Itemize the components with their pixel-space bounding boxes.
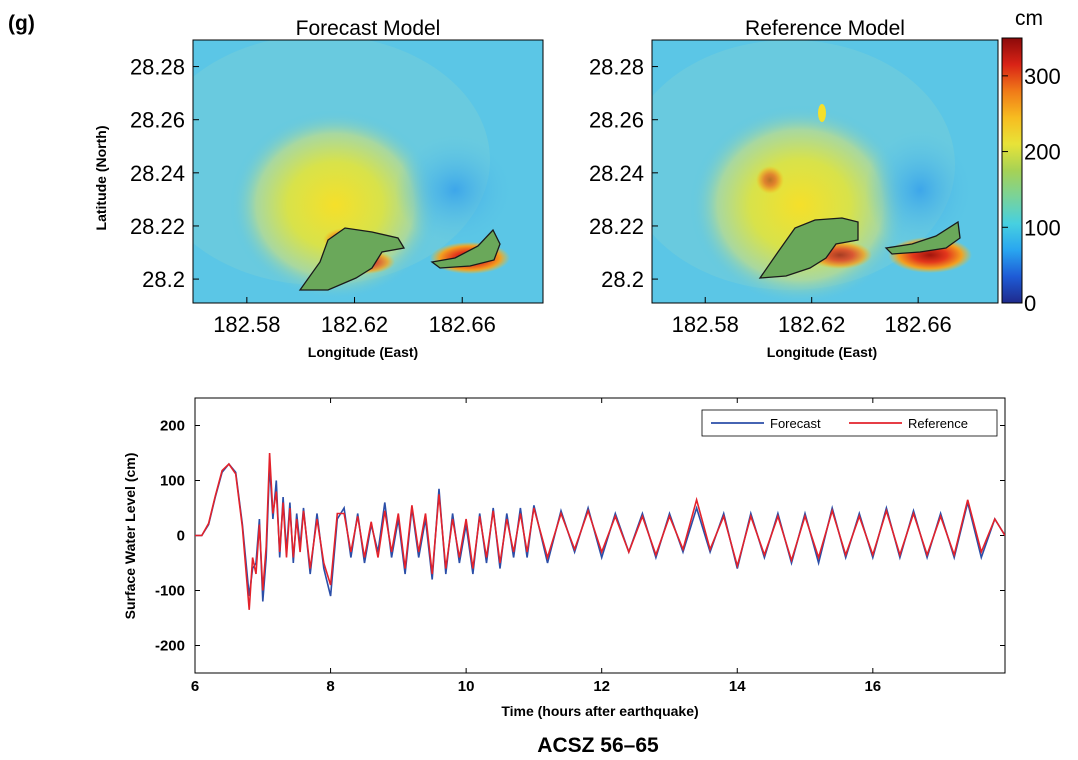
colorbar-tick-label: 300 xyxy=(1024,64,1061,89)
timeseries-plot-area xyxy=(195,452,1005,610)
forecast-map-yticks: 28.28 28.26 28.24 28.22 28.2 xyxy=(130,55,199,292)
timeseries-xlabel: Time (hours after earthquake) xyxy=(501,703,698,719)
legend-reference-label: Reference xyxy=(908,416,968,431)
reference-map-xtick-label: 182.58 xyxy=(672,312,739,337)
timeseries-ytick-label: -200 xyxy=(155,638,185,655)
timeseries-ytick-label: -100 xyxy=(155,583,185,600)
reference-map-xticks: 182.58 182.62 182.66 xyxy=(672,297,952,337)
forecast-east-island xyxy=(430,228,501,269)
timeseries-xtick-label: 12 xyxy=(593,678,610,695)
timeseries-xtick-label: 8 xyxy=(326,678,334,695)
forecast-map-ytick-label: 28.28 xyxy=(130,55,185,80)
forecast-map-xtick-label: 182.58 xyxy=(213,312,280,337)
timeseries-ytick-label: 200 xyxy=(160,418,185,435)
forecast-map-xtick-label: 182.62 xyxy=(321,312,388,337)
timeseries-ylabel: Surface Water Level (cm) xyxy=(122,453,138,620)
timeseries-chart: 200 100 0 -100 -200 6 8 10 12 14 16 Time (hours a… xyxy=(122,397,1006,719)
timeseries-ytick-label: 0 xyxy=(177,528,185,545)
forecast-map-xlabel: Longitude (East) xyxy=(308,344,418,360)
reference-map-xtick-label: 182.62 xyxy=(778,312,845,337)
timeseries-xtick-label: 6 xyxy=(191,678,199,695)
forecast-map-ytick-label: 28.2 xyxy=(142,267,185,292)
forecast-map-xtick-label: 182.66 xyxy=(429,312,496,337)
forecast-map-ytick-label: 28.22 xyxy=(130,214,185,239)
reference-map-ytick-label: 28.28 xyxy=(589,55,644,80)
forecast-map-xticks: 182.58 182.62 182.66 xyxy=(213,297,496,337)
forecast-map-ytick-label: 28.24 xyxy=(130,161,185,186)
timeseries-xticks: 6 8 10 12 14 16 xyxy=(191,398,881,695)
reference-map-title: Reference Model xyxy=(745,17,905,40)
reference-map-xtick-label: 182.66 xyxy=(885,312,952,337)
timeseries-yticks: 200 100 0 -100 -200 xyxy=(155,418,1005,655)
reference-map-frame xyxy=(651,39,999,304)
reference-east-island xyxy=(884,220,961,255)
reference-map-ytick-label: 28.22 xyxy=(589,214,644,239)
panel-label: (g) xyxy=(8,12,35,35)
forecast-map-field xyxy=(193,40,543,303)
forecast-map-frame xyxy=(192,39,544,304)
forecast-map-title: Forecast Model xyxy=(296,17,441,40)
timeseries-xtick-label: 14 xyxy=(729,678,746,695)
colorbar-tick-label: 200 xyxy=(1024,140,1061,165)
reference-series-line xyxy=(195,452,1005,610)
timeseries-legend: Forecast Reference xyxy=(701,409,998,437)
reference-map-ytick-label: 28.24 xyxy=(589,161,644,186)
colorbar-ticks: 0 100 200 300 xyxy=(1002,64,1061,316)
legend-forecast-label: Forecast xyxy=(770,416,821,431)
timeseries-ytick-label: 100 xyxy=(160,473,185,490)
colorbar-gradient xyxy=(1001,37,1023,304)
reference-map-xlabel: Longitude (East) xyxy=(767,344,877,360)
forecast-main-island xyxy=(298,227,406,291)
reference-map-yticks: 28.28 28.26 28.24 28.22 28.2 xyxy=(589,55,658,292)
colorbar-tick-label: 0 xyxy=(1024,291,1036,316)
colorbar-tick-label: 100 xyxy=(1024,215,1061,240)
case-label: ACSZ 56–65 xyxy=(537,734,659,757)
colorbar: cm 0 100 200 300 xyxy=(1001,7,1061,316)
timeseries-xtick-label: 10 xyxy=(458,678,475,695)
reference-main-island xyxy=(758,217,859,279)
forecast-map: Forecast Model 28.2828.2628.2428.2228.2 … xyxy=(93,17,544,360)
colorbar-unit: cm xyxy=(1015,7,1043,30)
timeseries-xtick-label: 16 xyxy=(864,678,881,695)
forecast-map-ylabel: Latitude (North) xyxy=(93,126,109,231)
timeseries-frame xyxy=(194,397,1006,674)
reference-map-field xyxy=(652,40,998,303)
reference-map-ytick-label: 28.2 xyxy=(601,267,644,292)
forecast-map-ytick-label: 28.26 xyxy=(130,108,185,133)
reference-map: Reference Model 28.2828.2628.2428.2228.2… xyxy=(589,17,999,360)
reference-map-ytick-label: 28.26 xyxy=(589,108,644,133)
